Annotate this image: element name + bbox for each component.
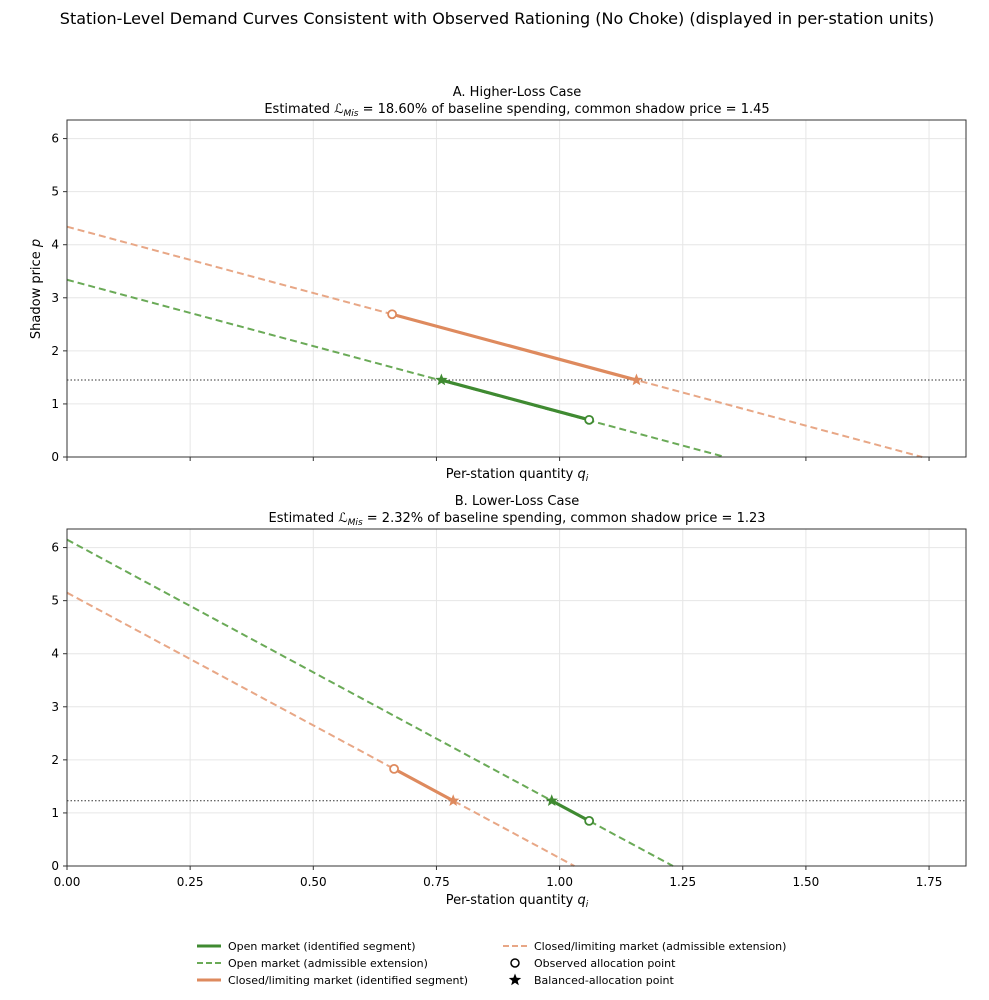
panel-a-y-tick-label: 1 bbox=[51, 397, 59, 411]
panel-b: B. Lower-Loss Case Estimated ℒMis = 2.32… bbox=[51, 494, 967, 910]
panel-b-open-identified-segment bbox=[550, 799, 591, 823]
panel-a-open-extension bbox=[66, 278, 726, 458]
panel-a-open-identified-segment bbox=[439, 378, 591, 422]
panel-b-x-tick-label: 1.25 bbox=[669, 875, 696, 889]
panel-a-y-tick-label: 3 bbox=[51, 291, 59, 305]
panel-b-x-tick-label: 0.75 bbox=[423, 875, 450, 889]
legend-open-identified-label: Open market (identified segment) bbox=[228, 940, 416, 953]
panel-a-open-balanced-point bbox=[435, 373, 448, 386]
panel-a-open-observed-point bbox=[584, 414, 595, 425]
panel-b-open-balanced-point bbox=[545, 794, 558, 806]
panel-b-x-tick-label: 0.00 bbox=[54, 875, 81, 889]
panel-b-closed-extension bbox=[66, 591, 575, 867]
panel-b-x-label: Per-station quantity qi bbox=[446, 893, 589, 910]
legend-open-extension-label: Open market (admissible extension) bbox=[228, 957, 428, 970]
panel-a-y-label: Shadow price p bbox=[29, 239, 44, 339]
panel-a-y-ticks: 0 1 2 3 4 5 6 bbox=[51, 132, 67, 464]
panel-b-grid bbox=[66, 529, 966, 867]
panel-a-y-tick-label: 6 bbox=[51, 132, 59, 146]
panel-a-closed-balanced-point bbox=[630, 373, 643, 386]
panel-a-y-tick-label: 5 bbox=[51, 185, 59, 199]
legend-balanced-label: Balanced-allocation point bbox=[534, 974, 675, 987]
panel-a: A. Higher-Loss Case Estimated ℒMis = 18.… bbox=[29, 85, 967, 484]
panel-b-y-tick-label: 4 bbox=[51, 647, 59, 661]
panel-b-closed-observed-point bbox=[389, 763, 399, 774]
panel-a-title: A. Higher-Loss Case bbox=[453, 85, 581, 100]
panel-b-open-observed-point bbox=[584, 815, 595, 826]
panel-b-y-tick-label: 1 bbox=[51, 806, 59, 820]
legend-observed-marker bbox=[510, 958, 520, 968]
panel-b-x-tick-label: 1.75 bbox=[916, 875, 943, 889]
panel-b-x-tick-label: 0.25 bbox=[177, 875, 204, 889]
panel-a-y-tick-label: 0 bbox=[51, 450, 59, 464]
panel-b-x-ticks: 0.00 0.25 0.50 0.75 1.00 1.25 1.50 1.75 bbox=[54, 866, 943, 889]
panel-b-y-tick-label: 3 bbox=[51, 700, 59, 714]
panel-a-closed-identified-segment bbox=[390, 312, 639, 382]
panel-b-y-ticks: 0 1 2 3 4 5 6 bbox=[51, 541, 67, 873]
panel-a-x-label: Per-station quantity qi bbox=[446, 467, 589, 484]
panel-b-title: B. Lower-Loss Case bbox=[455, 494, 579, 509]
panel-a-y-tick-label: 4 bbox=[51, 238, 59, 252]
legend-balanced-marker bbox=[508, 973, 522, 986]
panel-a-y-tick-label: 2 bbox=[51, 344, 59, 358]
panel-a-grid bbox=[66, 120, 966, 458]
legend-closed-identified-label: Closed/limiting market (identified segme… bbox=[228, 974, 468, 987]
panel-a-subtitle: Estimated ℒMis = 18.60% of baseline spen… bbox=[264, 102, 769, 119]
panel-b-x-tick-label: 1.00 bbox=[546, 875, 573, 889]
panel-b-y-tick-label: 5 bbox=[51, 594, 59, 608]
panel-b-frame bbox=[66, 528, 967, 867]
panel-b-y-tick-label: 0 bbox=[51, 859, 59, 873]
legend-closed-extension-label: Closed/limiting market (admissible exten… bbox=[534, 940, 786, 953]
panel-b-closed-identified-segment bbox=[392, 767, 455, 803]
panel-a-closed-observed-point bbox=[387, 309, 398, 320]
legend: Open market (identified segment) Open ma… bbox=[197, 940, 786, 987]
panel-b-subtitle: Estimated ℒMis = 2.32% of baseline spend… bbox=[268, 511, 765, 528]
panel-b-closed-balanced-point bbox=[447, 794, 460, 806]
panel-a-curves bbox=[66, 225, 966, 458]
panel-a-x-ticks bbox=[66, 457, 930, 461]
figure-title: Station-Level Demand Curves Consistent w… bbox=[60, 9, 934, 28]
legend-observed-label: Observed allocation point bbox=[534, 957, 676, 970]
panel-b-curves bbox=[66, 538, 966, 867]
panel-a-frame bbox=[66, 119, 967, 458]
panel-b-x-tick-label: 0.50 bbox=[300, 875, 327, 889]
panel-b-x-tick-label: 1.50 bbox=[793, 875, 820, 889]
panel-b-y-tick-label: 2 bbox=[51, 753, 59, 767]
panel-b-y-tick-label: 6 bbox=[51, 541, 59, 555]
